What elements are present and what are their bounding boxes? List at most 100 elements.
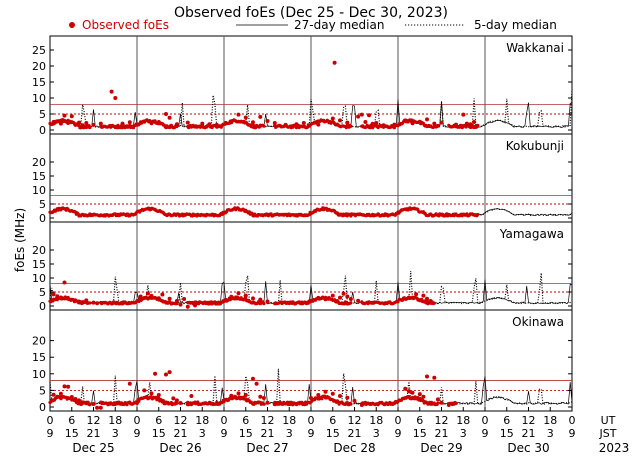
y-tick-label: 15 [32,258,46,271]
observed-point [88,125,92,130]
observed-point [69,297,74,302]
median-27day-line [49,279,573,305]
observed-point [261,396,266,400]
observed-point [127,381,132,386]
observed-point [80,300,85,305]
y-tick-label: 15 [32,170,46,183]
y-tick-label: 10 [32,92,46,105]
jst-tick-label: 15 [326,427,340,440]
day-label: Dec 25 [72,441,114,455]
observed-point [410,390,415,395]
observed-point [323,389,328,394]
x-axis: 0961512211830961512211830961512211830961… [47,407,629,455]
observed-point [251,376,255,381]
observed-point [69,114,74,119]
observed-point [73,298,78,303]
observed-point [370,121,375,126]
observed-point [127,120,132,125]
observed-point [88,403,92,407]
observed-point [254,381,259,386]
observed-point [454,122,458,127]
observed-point [98,405,103,410]
ut-tick-label: 12 [87,414,101,427]
jst-tick-label: 9 [482,427,489,440]
observed-point [178,302,183,307]
observed-point [464,121,469,126]
day-label: Dec 29 [420,441,462,455]
observed-point [359,403,364,407]
observed-point [265,119,270,123]
observed-point [229,120,234,125]
jst-tick-label: 9 [47,427,54,440]
jst-tick-label: 15 [413,427,427,440]
ut-tick-label: 12 [522,414,536,427]
ut-tick-label: 0 [395,414,402,427]
observed-point [236,112,241,117]
observed-point [425,296,429,301]
ut-tick-label: 12 [435,414,449,427]
jst-tick-label: 9 [134,427,141,440]
observed-point [345,120,350,125]
observed-point [153,371,158,376]
ut-tick-label: 18 [369,414,383,427]
observed-point [421,293,426,298]
jst-tick-label: 15 [65,427,79,440]
observed-point [98,121,103,126]
observed-point [243,115,248,120]
observed-point [77,398,81,403]
jst-tick-label: 15 [152,427,166,440]
jst-tick-label: 21 [348,427,362,440]
observed-point [95,405,100,410]
observed-point [349,402,353,406]
legend-5day-label: 5-day median [474,18,557,32]
y-tick-label: 10 [32,272,46,285]
panel-wakkanai: 0 5 10 15 20 25 Wakkanai [32,35,573,137]
observed-point [476,212,480,217]
observed-point [243,293,248,298]
observed-point [417,119,422,124]
observed-point [95,301,100,306]
observed-point [432,301,436,305]
jst-tick-label: 21 [261,427,275,440]
observed-point [356,298,361,303]
y-tick-label: 20 [32,156,46,169]
observed-point [142,119,147,124]
observed-point [417,392,422,397]
jst-tick-label: 9 [569,427,576,440]
observed-point [349,301,353,305]
observed-point [345,395,350,400]
jst-tick-label: 21 [174,427,188,440]
jst-tick-label: 3 [112,427,119,440]
observed-point [338,295,342,300]
y-tick-label: 5 [39,286,46,299]
observed-point [189,394,194,398]
observed-point [476,123,480,127]
observed-point [229,294,234,299]
station-label: Yamagawa [499,227,564,241]
observed-point [392,126,396,130]
observed-point [330,293,335,298]
observed-point [468,122,473,127]
observed-point [272,121,277,125]
observed-point [229,393,234,398]
observed-point [258,394,263,399]
observed-point [265,299,270,304]
observed-point [164,112,168,116]
y-tick-label: 15 [32,76,46,89]
observed-point [51,120,56,124]
jst-tick-label: 21 [87,427,101,440]
observed-point [51,292,56,297]
observed-point [338,118,342,123]
observed-point [91,122,96,127]
observed-point [250,211,254,215]
observed-point [425,374,429,379]
observed-point [88,301,92,305]
ut-tick-label: 18 [282,414,296,427]
observed-point [332,60,337,65]
observed-point [421,394,426,399]
observed-point [109,89,114,94]
observed-point [91,402,96,406]
